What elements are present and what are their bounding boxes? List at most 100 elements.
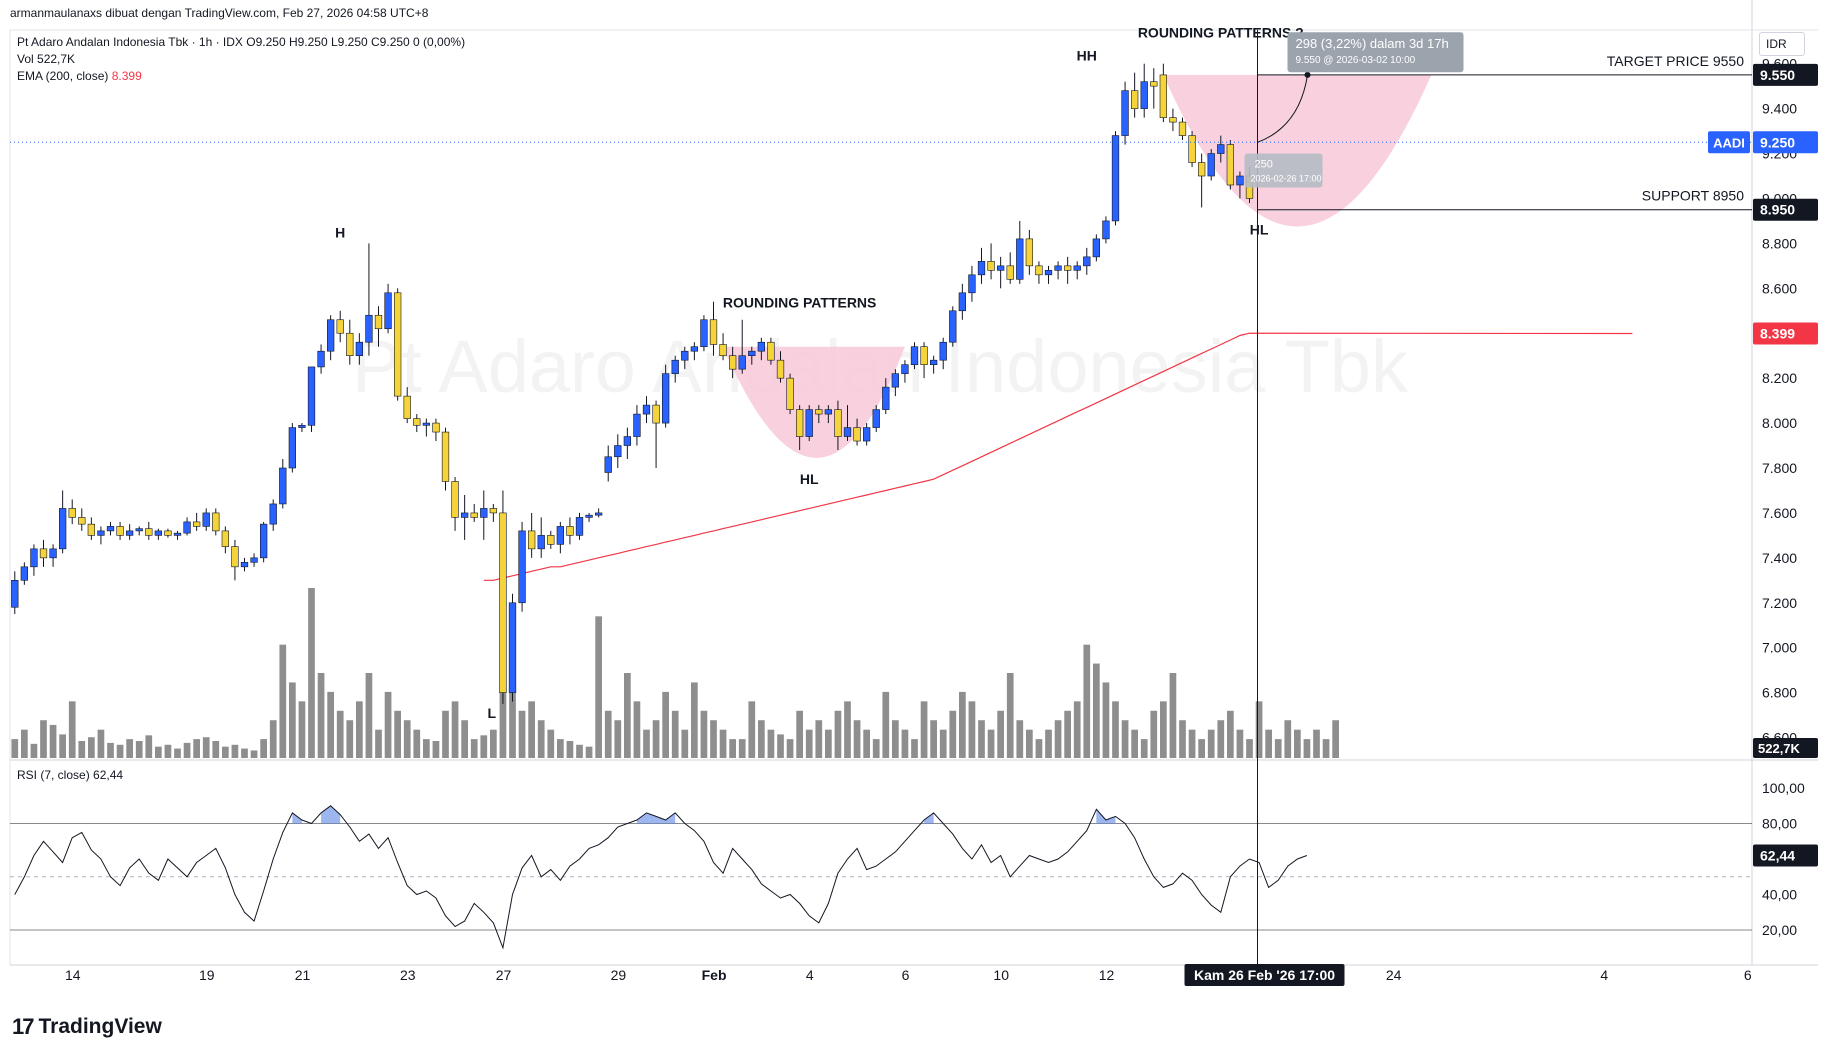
volume-bar <box>1246 739 1253 758</box>
candle-body <box>623 436 632 446</box>
volume-bar <box>40 720 47 758</box>
volume-bar <box>107 742 114 758</box>
volume-bar <box>1188 729 1196 758</box>
candle-body <box>97 530 105 536</box>
volume-bar <box>1207 729 1215 758</box>
volume-bar <box>317 673 325 758</box>
candle-body <box>652 404 660 424</box>
volume-legend[interactable]: Vol 522,7K <box>17 52 76 66</box>
tradingview-brand[interactable]: 17 TradingView <box>12 1014 162 1040</box>
price-axis[interactable]: 9.6009.4009.2009.0008.8008.6008.4008.200… <box>1708 56 1818 938</box>
volume-bar <box>250 750 258 758</box>
ema-legend[interactable]: EMA (200, close) 8.399 <box>17 68 465 85</box>
volume-bar <box>1112 701 1119 758</box>
symbol-badge: AADI <box>1713 135 1745 150</box>
support-price-badge: 8.950 <box>1760 202 1795 218</box>
candle-body <box>671 359 679 374</box>
candle-body <box>901 364 909 374</box>
volume-bar <box>499 663 507 758</box>
candle-body <box>1130 90 1139 109</box>
candle-body <box>30 548 38 568</box>
candle-body <box>910 346 919 365</box>
symbol-line[interactable]: Pt Adaro Andalan Indonesia Tbk · 1h · ID… <box>17 35 466 49</box>
time-tick-label: 19 <box>199 967 215 983</box>
volume-bars <box>11 588 1339 758</box>
time-tick-label: 21 <box>295 967 311 983</box>
volume-bar <box>49 724 57 758</box>
candle-body <box>661 373 670 424</box>
volume-bar <box>394 710 401 758</box>
target-price-badge-bg <box>1753 63 1818 86</box>
volume-bar <box>691 682 698 758</box>
candle-body <box>212 512 220 532</box>
volume-bar <box>97 729 105 758</box>
volume-bar <box>834 710 842 758</box>
volume-bar <box>298 701 306 758</box>
volume-bar <box>480 735 488 758</box>
ema-legend-value: 8.399 <box>111 69 142 83</box>
volume-bar <box>624 673 631 758</box>
price-tick-label: 7.600 <box>1762 505 1797 521</box>
candle-body <box>939 341 947 361</box>
volume-bar <box>403 720 411 758</box>
tradingview-name: TradingView <box>38 1015 162 1038</box>
candle-body <box>279 467 287 505</box>
candle-body <box>39 548 48 559</box>
rsi-line <box>14 805 1308 950</box>
candle-body <box>767 341 775 361</box>
volume-bar <box>346 720 354 758</box>
label-h: H <box>335 224 345 240</box>
support-price-badge-bg <box>1753 198 1818 221</box>
candle-body <box>1083 256 1091 267</box>
candle-body <box>556 526 565 545</box>
candle-body <box>681 350 689 361</box>
rsi-overbought-fill <box>636 812 676 824</box>
candle-body <box>853 427 861 442</box>
candle-body <box>259 523 268 559</box>
grid <box>9 0 1818 966</box>
time-tick-label: 6 <box>1744 967 1752 983</box>
volume-bar <box>1169 673 1177 758</box>
price-tick-label: 7.200 <box>1762 595 1797 611</box>
candle-body <box>1140 81 1148 109</box>
volume-bar <box>1284 720 1292 758</box>
volume-bar <box>269 720 277 758</box>
candle-body <box>547 535 555 545</box>
candle-body <box>1207 153 1215 177</box>
price-tick-label: 8.800 <box>1762 235 1797 251</box>
currency-selector[interactable]: IDR <box>1759 32 1805 56</box>
volume-bar <box>872 739 880 758</box>
volume-bar <box>671 710 679 758</box>
volume-bar <box>260 739 267 758</box>
candle-body <box>604 456 612 473</box>
volume-bar <box>1294 729 1301 758</box>
time-tick-label: 23 <box>400 967 416 983</box>
price-tick-label: 6.800 <box>1762 685 1797 701</box>
price-tick-label: 7.400 <box>1762 550 1797 566</box>
volume-bar <box>652 720 660 758</box>
crosshair-time-label: Kam 26 Feb '26 17:00 <box>1194 967 1335 983</box>
volume-bar <box>949 710 957 758</box>
volume-bar <box>863 729 870 758</box>
volume-bar <box>968 701 976 758</box>
candle-body <box>403 395 411 419</box>
volume-bar <box>423 739 430 758</box>
volume-bar <box>470 739 478 758</box>
candle-body <box>1169 117 1177 123</box>
volume-bar <box>681 729 689 758</box>
volume-bar <box>336 710 344 758</box>
candle-body <box>757 341 766 352</box>
volume-bar <box>786 739 794 758</box>
candle-body <box>489 508 498 514</box>
rsi-legend[interactable]: RSI (7, close) 62,44 <box>17 768 123 782</box>
candle-body <box>480 508 488 518</box>
candlesticks <box>11 63 1254 704</box>
candle-body <box>1035 265 1043 276</box>
candle-body <box>20 566 29 581</box>
volume-bar <box>1236 729 1244 758</box>
time-axis[interactable]: 141921232729Feb4610121820244610Kam 26 Fe… <box>65 964 1822 986</box>
cursor-time-text: 2026-02-26 17:00 <box>1251 174 1322 184</box>
candle-body <box>11 580 19 608</box>
volume-bar <box>1073 701 1081 758</box>
